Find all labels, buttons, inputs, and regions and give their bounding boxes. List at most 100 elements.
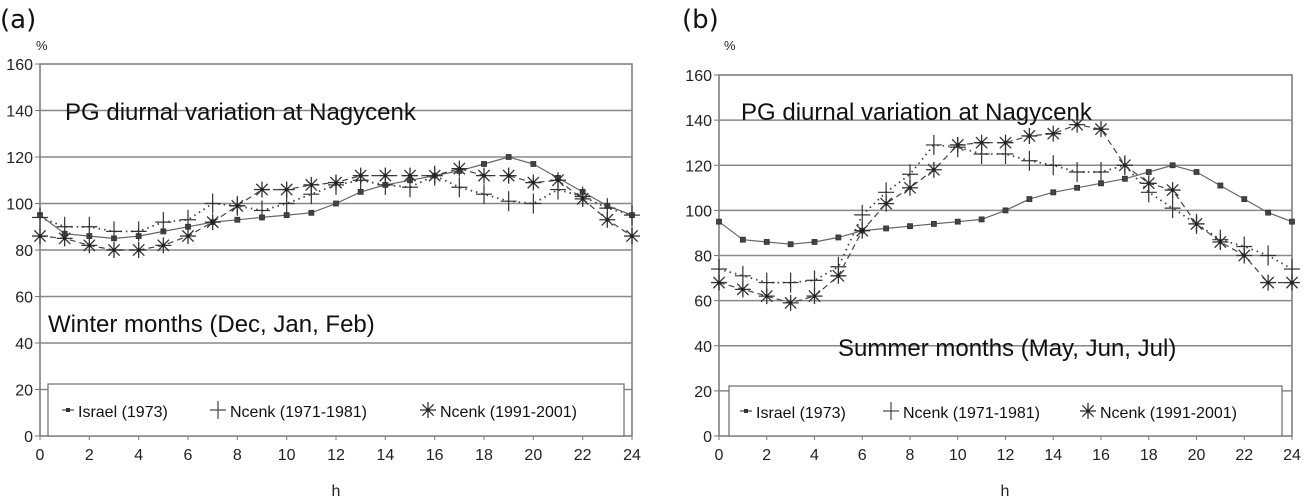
data-point (954, 218, 961, 225)
marker-center (1194, 222, 1199, 226)
data-point (1289, 218, 1295, 225)
data-point (481, 161, 487, 167)
y-tick-label: 160 (6, 57, 33, 74)
marker-center (1242, 253, 1247, 258)
data-point (32, 228, 48, 245)
y-tick-label: 60 (694, 294, 712, 311)
data-point (782, 272, 799, 293)
data-point (303, 176, 320, 193)
y-tick-label: 120 (685, 158, 712, 175)
x-tick-label: 2 (85, 447, 94, 464)
data-point (476, 167, 492, 184)
data-point (1241, 196, 1248, 202)
x-axis-title: h (332, 483, 341, 500)
data-point (949, 136, 966, 153)
y-tick-label: 140 (685, 113, 712, 130)
legend-label: Ncenk (1971-1981) (903, 405, 1040, 422)
data-point (130, 242, 147, 258)
data-point (782, 294, 799, 311)
marker-center (955, 143, 960, 147)
legend-box (47, 383, 625, 437)
data-point (352, 167, 369, 184)
data-point (1045, 125, 1062, 142)
data-point (106, 242, 122, 258)
data-point (978, 216, 985, 223)
marker-center (358, 173, 363, 178)
x-tick-label: 0 (715, 447, 724, 464)
data-point (505, 154, 512, 160)
legend-item: Ncenk (1971-1981) (210, 401, 367, 421)
data-point (106, 221, 122, 242)
data-point (1217, 182, 1224, 189)
data-point (997, 134, 1014, 151)
data-point (180, 228, 196, 245)
legend-item: Ncenk (1971-1981) (883, 402, 1040, 422)
marker-center (506, 173, 511, 178)
data-point (624, 205, 640, 226)
data-point (624, 228, 640, 245)
marker-center (1218, 240, 1223, 244)
y-tick-label: 60 (15, 290, 33, 307)
data-point (1069, 162, 1086, 183)
marker-center (556, 178, 560, 183)
data-point (574, 190, 591, 207)
data-point (308, 209, 315, 216)
marker-center (309, 183, 314, 187)
data-point (711, 274, 727, 291)
legend: Israel (1973) Ncenk (1971-1981) Ncenk (199… (47, 383, 625, 437)
marker-center (717, 280, 721, 285)
marker-center (932, 167, 936, 172)
x-tick-label: 14 (376, 447, 394, 464)
marker-center (1075, 122, 1079, 127)
y-tick-label: 100 (6, 197, 33, 214)
marker-center (860, 228, 865, 233)
data-point (254, 200, 270, 221)
marker-center (1003, 140, 1008, 145)
data-point (81, 237, 98, 254)
data-point (155, 212, 172, 233)
series-plus (711, 134, 1300, 293)
data-point (1045, 155, 1062, 176)
marker-center (741, 287, 745, 292)
marker-center (426, 408, 430, 412)
y-tick-label: 40 (694, 339, 712, 356)
data-point (806, 288, 823, 305)
data-point (377, 167, 394, 184)
data-point (1116, 157, 1133, 174)
data-point (1260, 245, 1277, 266)
series-asterisk (32, 160, 640, 258)
marker-center (836, 274, 841, 278)
x-tick-label: 8 (906, 447, 915, 464)
x-tick-label: 20 (524, 447, 542, 464)
y-tick-label: 80 (15, 243, 33, 260)
x-tick-label: 6 (184, 447, 193, 464)
marker-center (884, 201, 888, 206)
marker-center (161, 243, 166, 248)
marker-center (457, 166, 462, 171)
data-point (907, 223, 913, 230)
data-point (234, 216, 241, 223)
data-point (426, 167, 443, 184)
x-tick-label: 0 (36, 447, 45, 464)
data-point (1021, 150, 1038, 171)
data-point (56, 230, 73, 247)
data-point (402, 167, 418, 184)
data-point (333, 200, 339, 207)
data-point (204, 193, 221, 214)
legend-label: Ncenk (1991-2001) (440, 404, 577, 421)
marker-center (112, 248, 116, 252)
legend-item: Israel (1973) (62, 404, 168, 421)
data-point (1265, 209, 1272, 216)
marker-center (235, 204, 240, 208)
data-point (1260, 274, 1277, 291)
data-point (328, 174, 344, 191)
data-point (716, 218, 722, 225)
marker-center (1123, 163, 1127, 168)
data-point (451, 177, 468, 198)
data-point (500, 167, 517, 184)
legend-item: Israel (1973) (740, 405, 846, 422)
data-point (1169, 162, 1176, 169)
marker-center (62, 236, 67, 241)
